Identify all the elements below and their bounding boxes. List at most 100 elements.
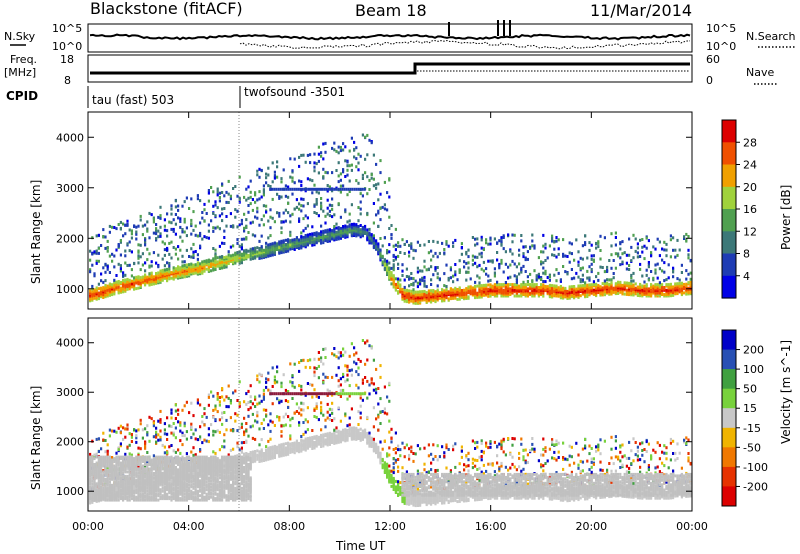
power-cell (542, 280, 545, 283)
power-cell (661, 286, 664, 289)
power-cell (297, 187, 300, 191)
power-cell (410, 292, 413, 296)
power-cell (533, 288, 536, 292)
power-cell (524, 283, 527, 287)
power-cell (344, 224, 347, 228)
power-cell (463, 288, 466, 292)
power-cell (544, 269, 547, 273)
power-cell (401, 269, 404, 273)
power-cell (115, 280, 118, 284)
power-cell (597, 284, 600, 287)
power-cell (546, 276, 549, 279)
power-cell (568, 260, 571, 264)
power-cell (511, 233, 514, 237)
power-cell (236, 241, 239, 245)
power-cell (269, 242, 272, 246)
power-cell (93, 292, 96, 296)
power-cell (172, 266, 175, 270)
power-cell (188, 207, 191, 210)
power-cell (397, 277, 400, 281)
power-cell (341, 187, 344, 191)
power-cell (458, 271, 461, 274)
power-cell (430, 249, 433, 253)
power-cell (414, 249, 417, 253)
power-cell (170, 207, 173, 211)
power-cell (163, 218, 166, 222)
power-cell (212, 267, 215, 271)
power-cell (511, 240, 514, 244)
power-cell (291, 169, 294, 173)
power-cell (632, 279, 635, 283)
power-cell (293, 157, 296, 161)
power-cell (256, 198, 259, 202)
power-cell (126, 219, 129, 223)
velocity-cell (146, 486, 149, 490)
power-cell (645, 273, 648, 277)
power-cell (573, 258, 576, 262)
power-cell (423, 265, 426, 269)
power-cell (113, 285, 116, 289)
power-cell (223, 264, 226, 268)
power-cell (689, 280, 692, 284)
power-cell (161, 240, 164, 244)
power-cell (302, 197, 305, 201)
power-cell (458, 297, 461, 301)
velocity-cell (181, 458, 184, 462)
power-cell (452, 288, 455, 292)
power-cell (617, 254, 620, 258)
velocity-cell (130, 497, 133, 501)
power-cell (518, 272, 521, 276)
power-cell (432, 273, 435, 277)
velocity-cell (124, 482, 127, 486)
power-cell (463, 293, 466, 296)
power-cell (276, 242, 279, 246)
power-cell (663, 240, 666, 244)
power-cell (485, 290, 488, 294)
power-cell (625, 253, 628, 257)
power-cell (584, 281, 587, 285)
velocity-cell (100, 476, 103, 480)
power-cell (480, 246, 483, 250)
power-cell (427, 289, 430, 293)
power-cell (636, 242, 639, 246)
velocity-cell (144, 446, 147, 450)
power-cell (216, 206, 219, 210)
power-cell (95, 259, 98, 263)
power-cell (548, 278, 551, 282)
power-cell (324, 221, 327, 225)
power-cell (163, 253, 166, 257)
power-cell (445, 240, 448, 244)
power-cell (639, 282, 642, 286)
power-cell (203, 269, 206, 273)
power-cell (408, 250, 411, 254)
power-cell (665, 248, 668, 252)
date-title: 11/Mar/2014 (590, 1, 692, 20)
power-cell (546, 256, 549, 260)
power-cell (368, 227, 371, 231)
power-cell (669, 282, 672, 286)
power-cell (126, 264, 129, 267)
power-cell (97, 297, 100, 301)
power-cell (148, 265, 151, 269)
power-cell (364, 224, 367, 228)
power-cell (227, 250, 230, 254)
power-cell (144, 243, 147, 247)
power-cell (223, 236, 226, 239)
power-cell (313, 211, 316, 214)
power-cell (201, 216, 204, 220)
power-cell (207, 223, 210, 227)
velocity-cell (108, 434, 111, 438)
velocity-cell (139, 455, 142, 459)
power-cell (280, 177, 283, 181)
velocity-cell (185, 400, 188, 404)
power-cell (183, 269, 186, 273)
power-cell (155, 232, 158, 236)
power-cell (502, 247, 505, 251)
power-cell (271, 247, 274, 251)
power-cell (144, 240, 147, 244)
power-cell (493, 271, 496, 275)
power-cell (535, 278, 538, 282)
power-cell (133, 224, 136, 228)
power-cell (632, 271, 635, 275)
